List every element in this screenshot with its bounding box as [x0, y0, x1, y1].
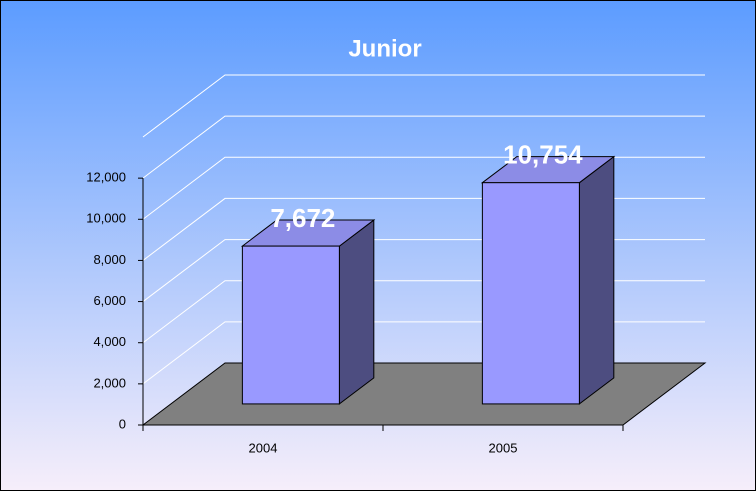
bar-side [578, 155, 615, 405]
y-tick-label: 10,000 [86, 211, 126, 226]
data-label: 10,754 [503, 140, 583, 170]
y-tick-label: 12,000 [86, 170, 126, 185]
y-tick-label: 8,000 [93, 252, 126, 267]
y-tick-label: 6,000 [93, 293, 126, 308]
bar [481, 182, 580, 405]
bar [241, 245, 340, 405]
floor [141, 362, 707, 426]
grid-line [142, 74, 705, 138]
y-tick-label: 0 [119, 416, 126, 431]
bar-side [338, 219, 375, 405]
chart-title: Junior [348, 35, 421, 62]
y-tick-label: 2,000 [93, 375, 126, 390]
y-tick-label: 4,000 [93, 334, 126, 349]
x-tick-label: 2004 [249, 440, 278, 455]
x-tick-label: 2005 [489, 440, 518, 455]
data-label: 7,672 [270, 203, 335, 233]
grid-line [142, 115, 705, 179]
